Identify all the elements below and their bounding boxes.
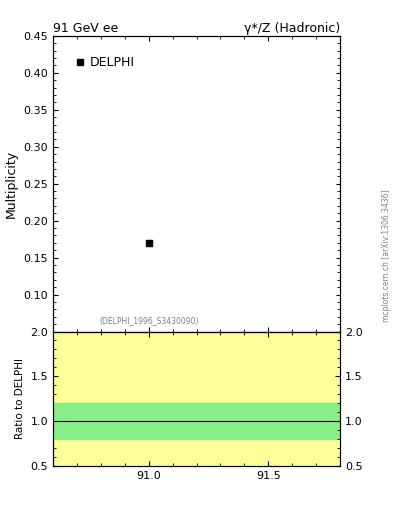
Text: γ*/Z (Hadronic): γ*/Z (Hadronic) bbox=[244, 22, 340, 35]
Bar bbox=[53, 332, 340, 466]
Y-axis label: Ratio to DELPHI: Ratio to DELPHI bbox=[15, 358, 25, 439]
Text: mcplots.cern.ch [arXiv:1306.3436]: mcplots.cern.ch [arXiv:1306.3436] bbox=[382, 189, 391, 323]
Legend: DELPHI: DELPHI bbox=[71, 51, 140, 74]
Text: 91 GeV ee: 91 GeV ee bbox=[53, 22, 118, 35]
Y-axis label: Multiplicity: Multiplicity bbox=[5, 150, 18, 218]
Text: (DELPHI_1996_S3430090): (DELPHI_1996_S3430090) bbox=[99, 316, 198, 326]
Bar bbox=[53, 403, 340, 439]
